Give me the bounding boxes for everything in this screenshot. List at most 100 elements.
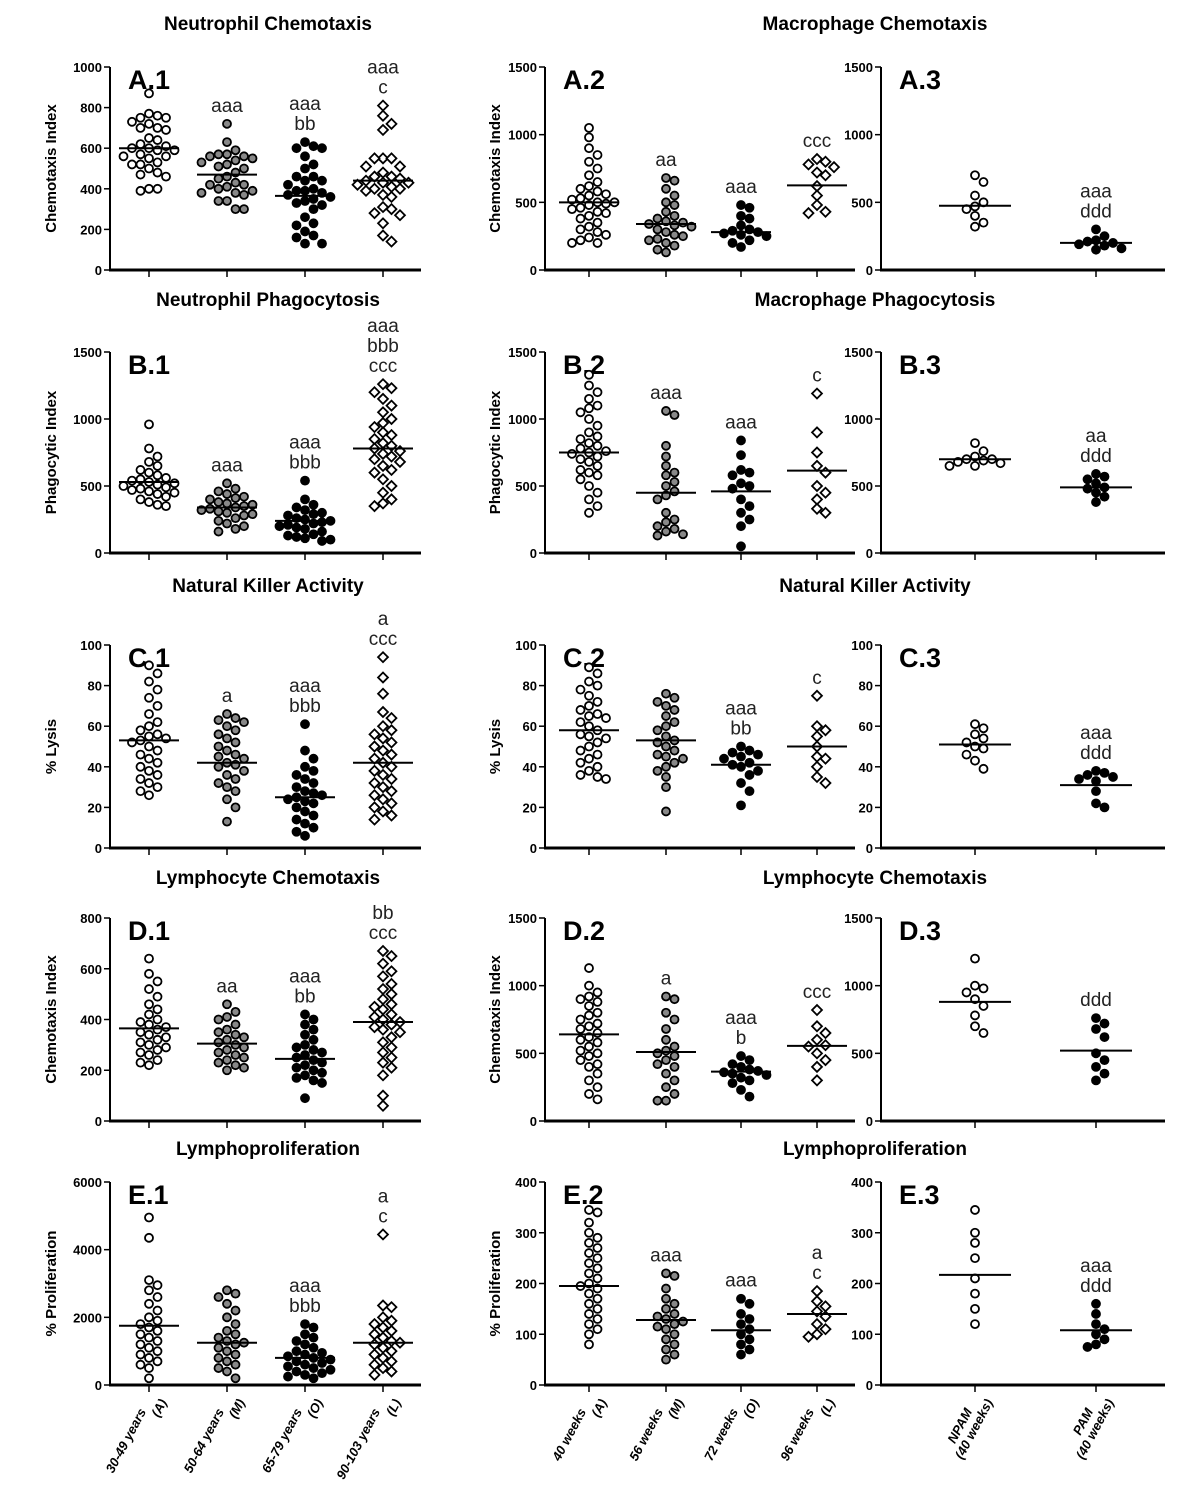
data-point-diamond (802, 206, 815, 220)
data-point-circle (239, 765, 249, 776)
x-tick-label-line: (M) (664, 1396, 686, 1420)
data-point-circle (291, 826, 302, 837)
y-tick-label: 80 (523, 679, 537, 694)
y-axis-label: Chemotaxis Index (487, 104, 504, 233)
panel-label: D.1 (128, 916, 170, 946)
data-point-circle (661, 991, 671, 1002)
data-point-diamond (810, 198, 824, 212)
significance-annotation: aaa (211, 96, 243, 117)
data-point-circle (308, 171, 319, 182)
data-point-circle (584, 467, 594, 478)
data-point-circle (592, 1303, 603, 1314)
data-point-circle (669, 486, 680, 497)
data-point-circle (144, 709, 154, 719)
data-point-circle (669, 1270, 680, 1281)
x-tick-label-line: (A) (588, 1396, 610, 1419)
data-point-circle (661, 1268, 671, 1279)
x-tick-label: 56 weeks(M) (626, 1390, 687, 1470)
data-point-circle (300, 1029, 310, 1040)
data-point-diamond (376, 650, 390, 664)
data-point-circle (736, 1051, 746, 1061)
data-point-circle (308, 1045, 319, 1055)
data-point-diamond (385, 1365, 398, 1378)
data-point-circle (744, 1091, 755, 1102)
data-point-circle (669, 1319, 680, 1329)
data-point-diamond (810, 1047, 824, 1060)
data-point-diamond (810, 1003, 824, 1017)
data-point-circle (584, 721, 594, 732)
data-point-circle (669, 1041, 680, 1052)
significance-annotation: aaa (725, 1271, 757, 1292)
data-point-circle (152, 460, 163, 471)
data-point-circle (592, 1018, 603, 1029)
data-point-circle (144, 1298, 154, 1309)
data-point-circle (291, 802, 302, 813)
data-point-circle (152, 499, 163, 510)
data-point-circle (661, 1354, 671, 1365)
y-tick-label: 0 (866, 1114, 873, 1129)
data-point-circle (230, 1349, 241, 1360)
data-point-circle (152, 1045, 163, 1055)
data-point-diamond (376, 1361, 390, 1375)
data-point-circle (213, 161, 224, 172)
significance-annotation: ccc (803, 982, 832, 1003)
data-point-circle (144, 1342, 154, 1353)
data-point-circle (291, 220, 302, 231)
y-tick-label: 2000 (73, 1310, 102, 1325)
data-point-circle (661, 526, 671, 537)
data-point-circle (283, 530, 293, 541)
data-point-circle (205, 503, 215, 514)
data-point-circle (584, 438, 594, 449)
data-point-circle (584, 1309, 594, 1319)
data-point-circle (308, 788, 319, 799)
data-point-circle (970, 729, 980, 740)
data-point-circle (308, 1332, 319, 1343)
data-point-circle (230, 177, 241, 188)
panel-label: C.2 (563, 643, 605, 673)
y-tick-label: 0 (866, 841, 873, 856)
data-point-diamond (376, 744, 390, 757)
x-tick-label: PAM(40 weeks) (1060, 1390, 1116, 1462)
data-point-circle (584, 1227, 594, 1238)
significance-annotation: aaa (1080, 1256, 1112, 1277)
data-point-circle (222, 137, 232, 148)
data-point-circle (592, 206, 603, 217)
data-point-circle (592, 487, 603, 498)
data-point-circle (144, 497, 154, 507)
data-point-circle (118, 151, 129, 162)
data-point-circle (584, 210, 594, 221)
data-point-circle (300, 1070, 310, 1081)
data-point-circle (308, 778, 319, 788)
data-point-circle (661, 1068, 671, 1079)
data-point-diamond (810, 152, 824, 166)
data-point-circle (592, 1232, 603, 1243)
data-point-circle (661, 481, 671, 491)
data-point-circle (592, 227, 603, 238)
data-point-circle (152, 1305, 163, 1316)
data-point-circle (291, 532, 302, 542)
data-point-circle (584, 393, 594, 404)
panel-title: Macrophage Chemotaxis (763, 14, 988, 35)
data-point-circle (592, 1263, 603, 1274)
y-tick-label: 500 (851, 1046, 873, 1061)
panel-title: Neutrophil Chemotaxis (164, 14, 372, 35)
data-point-circle (317, 1057, 327, 1068)
data-point-diamond (385, 450, 398, 463)
data-point-circle (592, 1314, 603, 1324)
data-point-circle (584, 1339, 594, 1350)
data-point-circle (300, 137, 310, 148)
x-tick-label: 72 weeks(O) (701, 1390, 762, 1470)
data-point-circle (127, 485, 137, 495)
data-point-circle (325, 1364, 336, 1375)
data-point-circle (1091, 1298, 1101, 1309)
data-point-circle (744, 1314, 755, 1324)
data-point-circle (575, 193, 586, 204)
data-point-circle (230, 802, 241, 813)
data-point-circle (970, 170, 980, 181)
data-point-circle (669, 1014, 680, 1025)
data-point-circle (239, 1042, 249, 1053)
y-tick-label: 1500 (73, 345, 102, 360)
group-M: aa (197, 976, 257, 1076)
data-point-circle (661, 1007, 671, 1018)
data-point-circle (213, 173, 224, 184)
